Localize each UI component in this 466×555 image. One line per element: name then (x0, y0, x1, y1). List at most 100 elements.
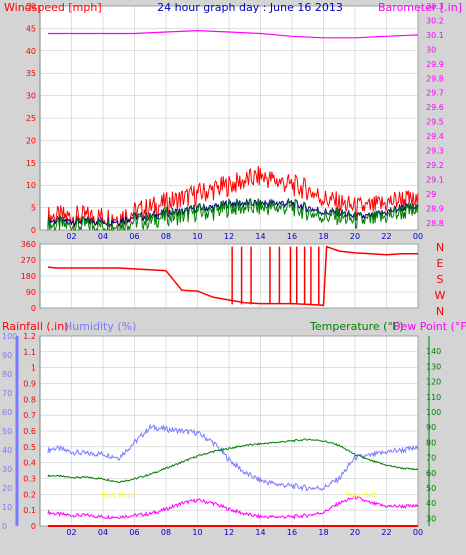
direction-tick-label: 270 (21, 256, 36, 265)
direction-tick-label: 90 (26, 288, 36, 297)
rainfall-tick-label: 0.5 (23, 443, 36, 452)
barometer-tick-label: 29.3 (426, 147, 444, 156)
x-tick-label: 12 (224, 232, 234, 241)
barometer-tick-label: 29.8 (426, 74, 444, 83)
humidity-tick-label: 40 (2, 446, 12, 455)
temperature-tick-label: 80 (426, 438, 436, 447)
barometer-tick-label: 29.4 (426, 132, 444, 141)
barometer-line (47, 29, 419, 39)
x-tick-label: 06 (129, 528, 139, 537)
compass-label: N (436, 305, 444, 318)
chart-title: 24 hour graph day : June 16 2013 (157, 1, 343, 14)
rainfall-tick-label: 0 (31, 522, 36, 531)
dewpoint-line (47, 494, 419, 520)
wind-average2-line (47, 197, 419, 227)
dewpoint-axis-label: Dew Point (°F) (392, 320, 466, 333)
barometer-tick-label: 29.6 (426, 103, 444, 112)
barometer-axis-label: Barometer [.in] (378, 1, 462, 14)
wind-tick-label: 20 (26, 136, 36, 145)
wind-tick-label: 0 (31, 226, 36, 235)
rainfall-tick-label: 0.9 (23, 380, 36, 389)
rainfall-tick-label: 0.4 (23, 459, 36, 468)
humidity-line (47, 423, 419, 492)
temperature-tick-label: 50 (426, 484, 436, 493)
temperature-axis-label: Temperature (°F) (309, 320, 404, 333)
wind-tick-label: 15 (26, 159, 36, 168)
humidity-tick-label: 10 (2, 503, 12, 512)
x-tick-label: 00 (413, 232, 423, 241)
humidity-axis-label: Humidity (%) (64, 320, 136, 333)
wind-average-line (47, 197, 419, 232)
wind-tick-label: 50 (26, 2, 36, 11)
x-tick-label: 08 (161, 528, 171, 537)
temperature-tick-label: 100 (426, 408, 441, 417)
temperature-tick-label: 70 (426, 454, 436, 463)
x-tick-label: 16 (287, 528, 297, 537)
rainfall-tick-label: 0.1 (23, 506, 36, 515)
barometer-tick-label: 30 (426, 45, 436, 54)
x-tick-label: 10 (192, 232, 202, 241)
rainfall-tick-label: 0.7 (23, 411, 36, 420)
wind-tick-label: 40 (26, 47, 36, 56)
x-tick-label: 06 (129, 232, 139, 241)
rainfall-tick-label: 1 (31, 364, 36, 373)
temperature-line (47, 438, 419, 484)
barometer-tick-label: 29.5 (426, 118, 444, 127)
rainfall-tick-label: 1.2 (23, 332, 36, 341)
wind-gust-line (47, 165, 419, 230)
temperature-tick-label: 90 (426, 423, 436, 432)
x-tick-label: 04 (98, 232, 108, 241)
rainfall-tick-label: 0.2 (23, 490, 36, 499)
x-tick-label: 02 (66, 232, 76, 241)
humidity-tick-label: 90 (2, 351, 12, 360)
x-tick-label: 08 (161, 232, 171, 241)
humidity-tick-label: 60 (2, 408, 12, 417)
x-tick-label: 10 (192, 528, 202, 537)
x-tick-label: 14 (255, 232, 265, 241)
x-tick-label: 14 (255, 528, 265, 537)
direction-tick-label: 180 (21, 272, 36, 281)
rainfall-tick-label: 0.6 (23, 427, 36, 436)
x-tick-label: 02 (66, 528, 76, 537)
wind-tick-label: 45 (26, 24, 36, 33)
humidity-tick-label: 0 (2, 522, 7, 531)
barometer-tick-label: 29.1 (426, 175, 444, 184)
x-tick-label: 18 (318, 232, 328, 241)
humidity-tick-label: 80 (2, 370, 12, 379)
compass-label: N (436, 241, 444, 254)
rainfall-tick-label: 1.1 (23, 348, 36, 357)
temperature-tick-label: 30 (426, 514, 436, 523)
compass-label: S (437, 273, 444, 286)
humidity-tick-label: 70 (2, 389, 12, 398)
barometer-tick-label: 30.2 (426, 16, 444, 25)
barometer-tick-label: 30.3 (426, 2, 444, 11)
rainfall-tick-label: 0.3 (23, 475, 36, 484)
barometer-tick-label: 29 (426, 190, 436, 199)
wind-tick-label: 10 (26, 181, 36, 190)
x-tick-label: 04 (98, 528, 108, 537)
temperature-tick-label: 130 (426, 362, 441, 371)
x-tick-label: 00 (413, 528, 423, 537)
humidity-tick-label: 100 (2, 332, 17, 341)
barometer-tick-label: 29.9 (426, 60, 444, 69)
wind-axis-label: Windspeed [mph] (4, 1, 102, 14)
barometer-tick-label: 28.8 (426, 219, 444, 228)
temperature-tick-label: 120 (426, 378, 441, 387)
direction-tick-label: 0 (31, 304, 36, 313)
x-tick-label: 12 (224, 528, 234, 537)
rainfall-tick-label: 0.8 (23, 395, 36, 404)
x-tick-label: 18 (318, 528, 328, 537)
x-tick-label: 16 (287, 232, 297, 241)
temperature-tick-label: 40 (426, 499, 436, 508)
barometer-tick-label: 28.9 (426, 204, 444, 213)
barometer-tick-label: 30.1 (426, 31, 444, 40)
sunrise-label: Sun Rise (101, 491, 136, 500)
x-tick-label: 20 (350, 232, 360, 241)
wind-tick-label: 5 (31, 204, 36, 213)
temperature-tick-label: 140 (426, 347, 441, 356)
wind-direction-line (47, 245, 418, 307)
direction-tick-label: 360 (21, 240, 36, 249)
barometer-tick-label: 29.2 (426, 161, 444, 170)
wind-tick-label: 35 (26, 69, 36, 78)
